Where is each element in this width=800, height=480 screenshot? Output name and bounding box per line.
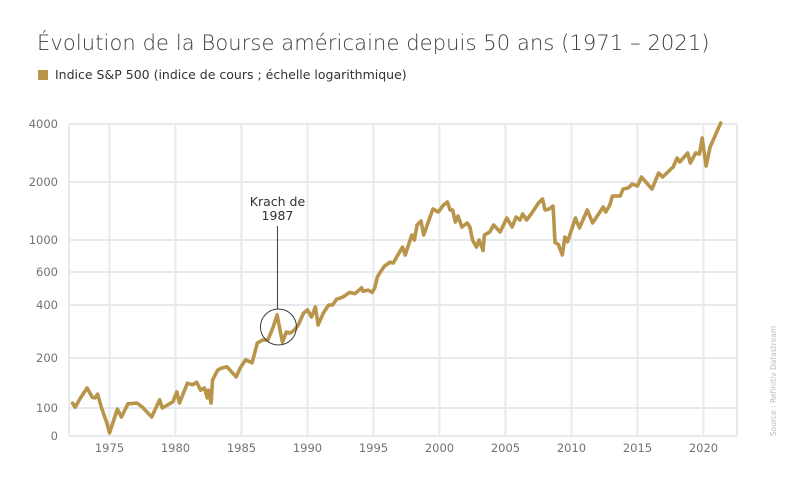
y-tick-label: 600 bbox=[36, 265, 58, 279]
x-tick-label: 1975 bbox=[95, 441, 124, 455]
legend-swatch bbox=[38, 69, 48, 80]
x-axis-ticks: 1975 1980 1985 1990 1995 2000 2005 2010 2015 2020 bbox=[95, 441, 718, 455]
x-tick-label: 2015 bbox=[623, 441, 652, 455]
y-tick-label: 4000 bbox=[29, 117, 58, 131]
source-note: Source : Refinitiv Datastream bbox=[769, 326, 778, 436]
y-tick-label: 200 bbox=[36, 351, 58, 365]
grid bbox=[68, 123, 738, 437]
x-tick-label: 2020 bbox=[689, 441, 718, 455]
x-tick-label: 2005 bbox=[491, 441, 520, 455]
legend: Indice S&P 500 (indice de cours ; échell… bbox=[38, 67, 407, 82]
x-tick-label: 2010 bbox=[557, 441, 586, 455]
series-line-sp500 bbox=[70, 121, 723, 435]
annotation-label-line2: 1987 bbox=[262, 208, 294, 223]
annotation-circle bbox=[259, 308, 297, 346]
annotation-krach-1987: Krach de 1987 bbox=[250, 194, 306, 346]
x-tick-label: 1995 bbox=[359, 441, 388, 455]
legend-label: Indice S&P 500 (indice de cours ; échell… bbox=[55, 67, 407, 82]
y-tick-label: 100 bbox=[36, 401, 58, 415]
annotation-label-line1: Krach de bbox=[250, 194, 306, 209]
y-tick-label: 2000 bbox=[29, 175, 58, 189]
y-tick-label: 400 bbox=[36, 298, 58, 312]
y-tick-label: 1000 bbox=[29, 233, 58, 247]
x-tick-label: 1985 bbox=[227, 441, 256, 455]
chart-title: Évolution de la Bourse américaine depuis… bbox=[37, 31, 710, 55]
x-tick-label: 1980 bbox=[161, 441, 190, 455]
y-axis-ticks: 0 100 200 400 600 1000 2000 4000 bbox=[29, 117, 58, 443]
y-tick-label: 0 bbox=[51, 429, 58, 443]
series bbox=[70, 121, 723, 435]
x-tick-label: 1990 bbox=[293, 441, 322, 455]
x-tick-label: 2000 bbox=[425, 441, 454, 455]
